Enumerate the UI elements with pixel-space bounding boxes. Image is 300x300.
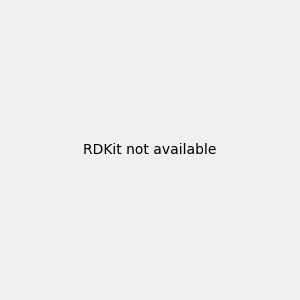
Text: RDKit not available: RDKit not available [83,143,217,157]
